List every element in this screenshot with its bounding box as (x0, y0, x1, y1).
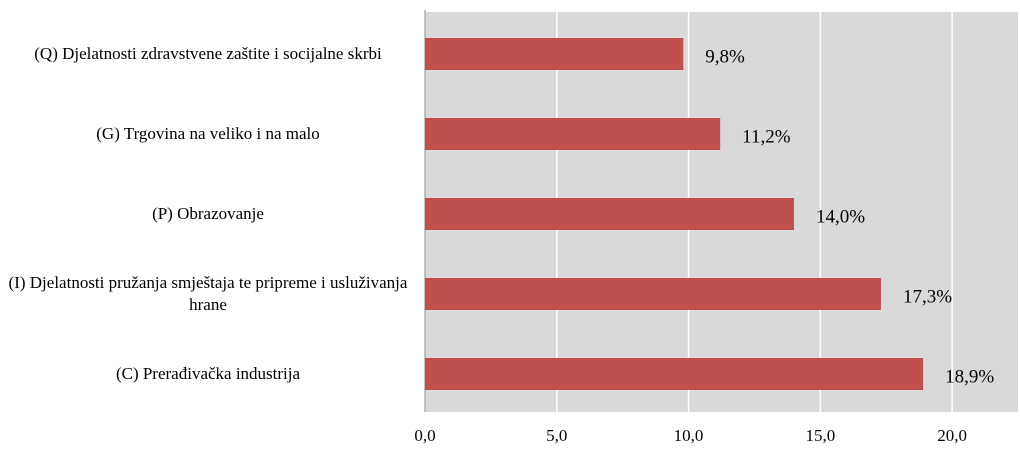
y-tick-label: (G) Trgovina na veliko i na malo (96, 124, 320, 143)
y-tick-label: (P) Obrazovanje (152, 204, 264, 223)
bar (425, 278, 881, 310)
bar (425, 118, 721, 150)
value-label: 18,9% (945, 366, 994, 387)
bar (425, 198, 794, 230)
bar (425, 358, 924, 390)
value-label: 17,3% (903, 286, 952, 307)
y-tick-label: (Q) Djelatnosti zdravstvene zaštite i so… (34, 44, 382, 63)
x-tick-label: 20,0 (937, 426, 967, 445)
x-tick-label: 0,0 (414, 426, 435, 445)
y-tick-label: (I) Djelatnosti pružanja smještaja te pr… (8, 273, 408, 314)
value-label: 14,0% (816, 206, 865, 227)
bar (425, 38, 684, 70)
y-tick-label: (C) Prerađivačka industrija (115, 364, 301, 383)
x-tick-label: 15,0 (805, 426, 835, 445)
x-tick-label: 10,0 (674, 426, 704, 445)
value-label: 11,2% (742, 126, 791, 147)
value-label: 9,8% (705, 46, 745, 67)
x-tick-label: 5,0 (546, 426, 567, 445)
